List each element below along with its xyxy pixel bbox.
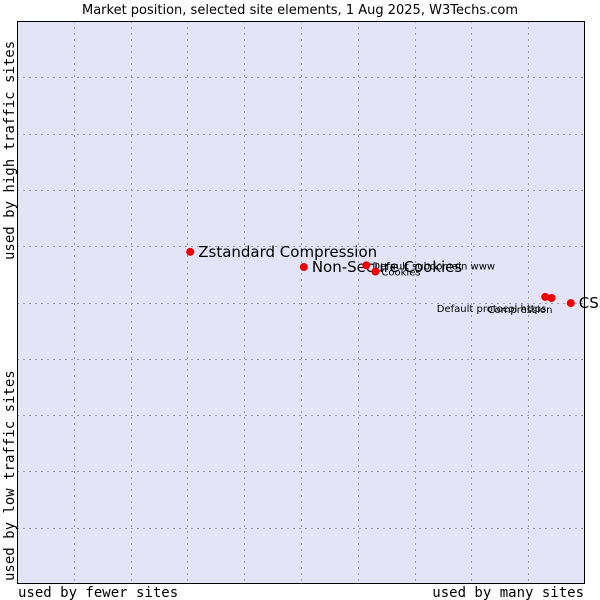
data-point: Non-Secure Cookies [299,258,463,276]
point-marker [299,263,308,272]
y-axis-low-label: used by low traffic sites [2,370,18,581]
plot-frame [17,21,585,584]
point-marker [566,299,575,308]
y-axis-high-label: used by high traffic sites [2,41,18,260]
data-point: Default subdomain www [362,261,495,272]
point-label: Zstandard Compression [198,243,377,261]
point-marker [547,293,556,302]
x-axis-low-label: used by fewer sites [18,585,178,600]
point-label: Default protocol https [437,304,546,315]
data-point: Default protocol https [437,292,550,315]
data-point: Compression [488,293,556,316]
grid-lines [17,21,585,584]
data-point: Cookies [371,267,421,279]
point-label: Cookies [381,268,420,279]
point-label: Non-Secure Cookies [312,258,463,276]
data-point: Zstandard Compression [186,243,377,261]
point-marker [186,247,195,256]
point-marker [362,261,371,270]
data-point: CSS [566,294,600,312]
chart-title: Market position, selected site elements,… [82,3,518,18]
point-label: Default subdomain www [372,261,495,272]
x-axis-high-label: used by many sites [432,585,584,600]
point-marker [371,267,380,276]
point-label: Compression [488,305,553,316]
point-label: CSS [579,294,600,312]
point-marker [541,292,550,301]
